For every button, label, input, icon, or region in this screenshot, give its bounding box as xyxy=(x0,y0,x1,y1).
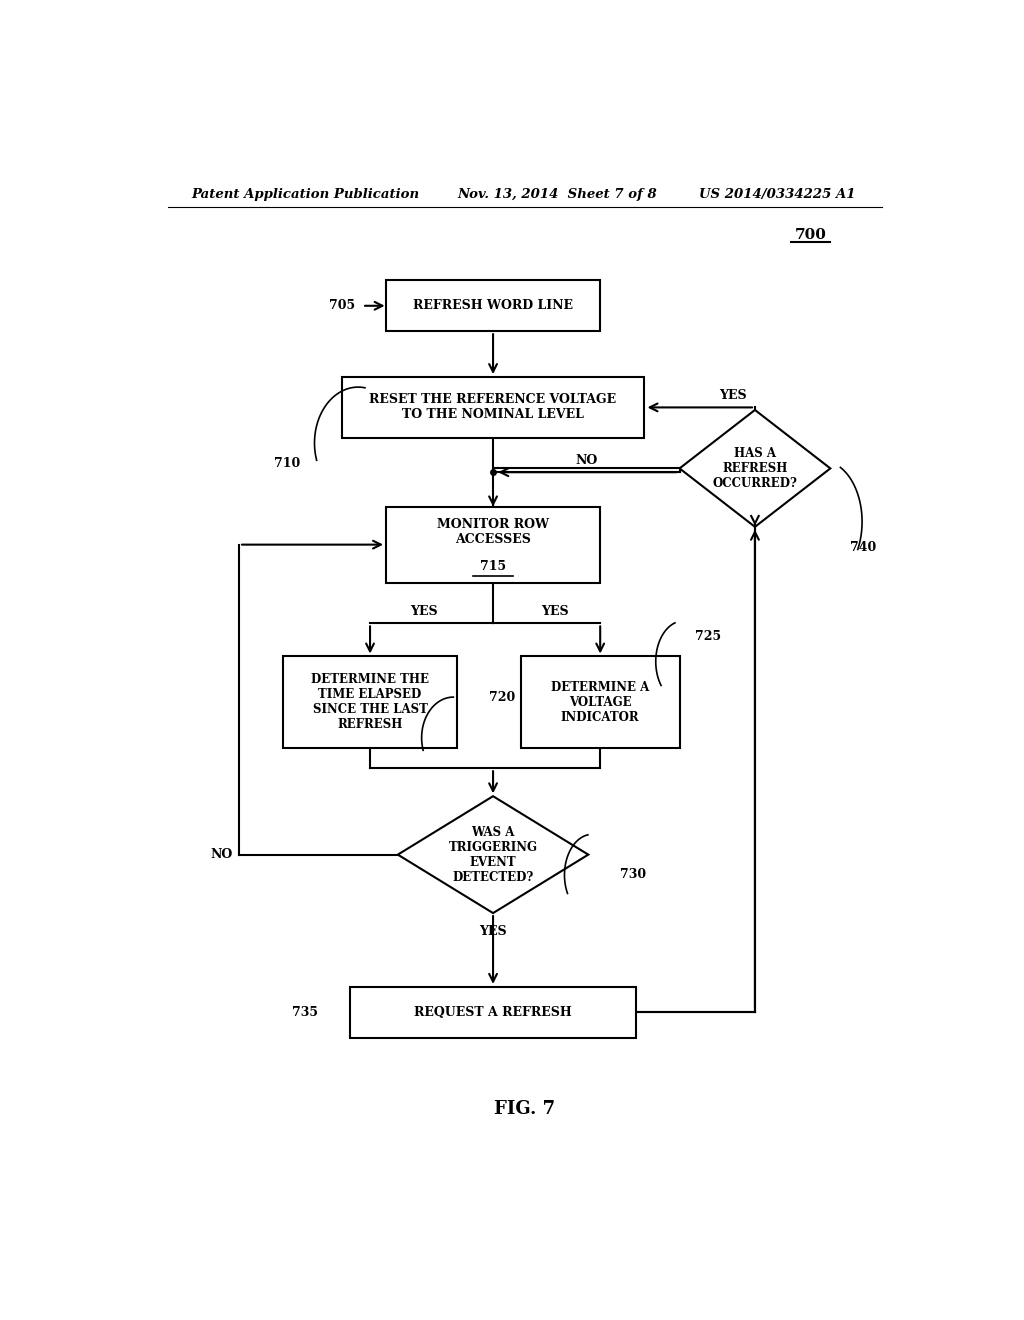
Text: DETERMINE THE
TIME ELAPSED
SINCE THE LAST
REFRESH: DETERMINE THE TIME ELAPSED SINCE THE LAS… xyxy=(311,673,429,731)
Text: US 2014/0334225 A1: US 2014/0334225 A1 xyxy=(699,189,856,202)
Text: REQUEST A REFRESH: REQUEST A REFRESH xyxy=(414,1006,572,1019)
Text: 725: 725 xyxy=(695,630,722,643)
Text: DETERMINE A
VOLTAGE
INDICATOR: DETERMINE A VOLTAGE INDICATOR xyxy=(551,681,649,723)
Text: 700: 700 xyxy=(795,227,826,242)
Polygon shape xyxy=(397,796,588,913)
Text: YES: YES xyxy=(479,925,507,939)
Text: NO: NO xyxy=(211,849,232,861)
FancyBboxPatch shape xyxy=(342,378,644,438)
Text: 715: 715 xyxy=(480,561,506,573)
Polygon shape xyxy=(680,411,830,527)
FancyBboxPatch shape xyxy=(386,507,600,582)
Text: Patent Application Publication: Patent Application Publication xyxy=(191,189,420,202)
Text: 730: 730 xyxy=(621,869,646,882)
FancyBboxPatch shape xyxy=(521,656,680,748)
Text: Nov. 13, 2014  Sheet 7 of 8: Nov. 13, 2014 Sheet 7 of 8 xyxy=(458,189,657,202)
Text: YES: YES xyxy=(410,605,437,618)
Text: RESET THE REFERENCE VOLTAGE
TO THE NOMINAL LEVEL: RESET THE REFERENCE VOLTAGE TO THE NOMIN… xyxy=(370,393,616,421)
Text: 720: 720 xyxy=(489,690,515,704)
Text: 705: 705 xyxy=(329,300,355,313)
Text: YES: YES xyxy=(541,605,568,618)
FancyBboxPatch shape xyxy=(350,987,636,1038)
Text: HAS A
REFRESH
OCCURRED?: HAS A REFRESH OCCURRED? xyxy=(713,447,798,490)
FancyBboxPatch shape xyxy=(386,280,600,331)
Text: YES: YES xyxy=(720,388,748,401)
Text: MONITOR ROW
ACCESSES: MONITOR ROW ACCESSES xyxy=(437,519,549,546)
Text: FIG. 7: FIG. 7 xyxy=(495,1100,555,1118)
Text: REFRESH WORD LINE: REFRESH WORD LINE xyxy=(413,300,573,313)
Text: 735: 735 xyxy=(293,1006,318,1019)
Text: NO: NO xyxy=(575,454,597,466)
FancyBboxPatch shape xyxy=(283,656,458,748)
Text: WAS A
TRIGGERING
EVENT
DETECTED?: WAS A TRIGGERING EVENT DETECTED? xyxy=(449,825,538,883)
Text: 740: 740 xyxy=(850,541,877,553)
Text: 710: 710 xyxy=(273,457,300,470)
